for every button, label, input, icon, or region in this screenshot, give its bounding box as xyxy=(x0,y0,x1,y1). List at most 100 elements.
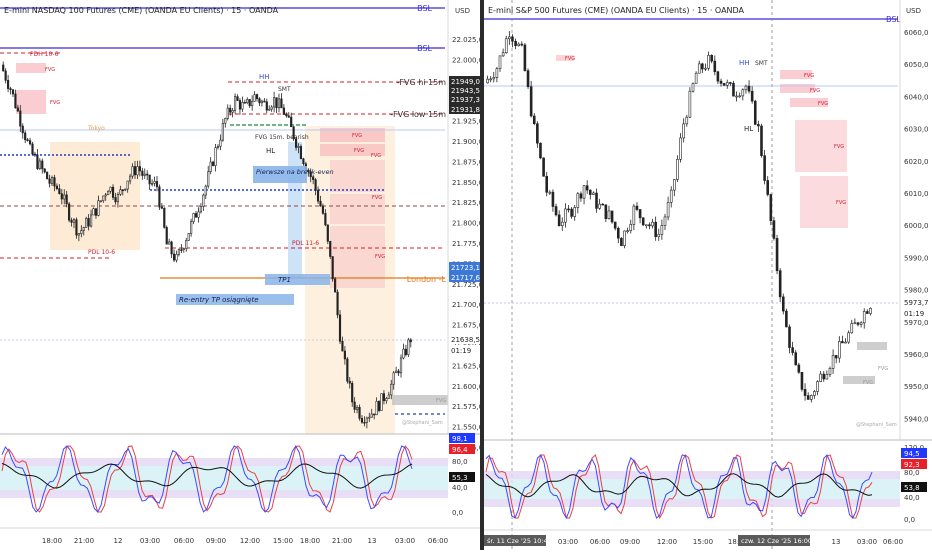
right-osc-tick: 0,0 xyxy=(904,516,915,524)
left-candle xyxy=(138,166,141,172)
right-candle xyxy=(722,83,726,86)
osc-value-text: 53,8 xyxy=(904,484,920,492)
osc-value-tag xyxy=(901,459,927,469)
right-ytick-label: 6030,0 xyxy=(904,126,929,134)
right-price-axis[interactable] xyxy=(900,0,932,440)
left-candle xyxy=(221,122,224,141)
right-ytick-label: 5990,0 xyxy=(904,254,929,262)
left-candle xyxy=(258,98,261,104)
left-candle xyxy=(87,218,90,227)
osc-value-text: 96,4 xyxy=(452,446,468,454)
right-xtick-label: 15:00 xyxy=(693,538,713,546)
left-candle xyxy=(126,180,129,190)
right-candle xyxy=(529,86,533,117)
left-candle xyxy=(151,182,154,185)
left-candle xyxy=(190,221,193,234)
right-xtick-label: 09:00 xyxy=(620,538,640,546)
right-title: E-mini S&P 500 Futures (CME) (OANDA EU C… xyxy=(488,6,745,15)
right-candle xyxy=(632,205,636,225)
left-ytick-label: 21.625,0 xyxy=(452,362,483,370)
right-candle xyxy=(701,63,704,70)
r-fvg-box-4 xyxy=(795,120,847,172)
right-ytick-label: 5970,0 xyxy=(904,319,929,327)
right-ytick-label: 6010,0 xyxy=(904,190,929,198)
left-candle xyxy=(219,139,222,147)
right-candle xyxy=(853,322,857,325)
right-candle xyxy=(810,395,813,400)
right-xtick-label: 12:00 xyxy=(657,538,677,546)
left-candle xyxy=(397,370,400,374)
left-candle xyxy=(294,138,298,148)
left-candle xyxy=(380,393,383,411)
fvg-label-8: FVG xyxy=(436,398,446,404)
right-candle xyxy=(725,82,729,86)
right-candle xyxy=(813,391,816,396)
right-candle xyxy=(486,78,489,84)
right-candle xyxy=(592,192,595,195)
left-candle xyxy=(102,195,105,202)
left-candle xyxy=(180,249,183,251)
left-candle xyxy=(153,181,156,184)
right-oscillator[interactable] xyxy=(484,454,900,520)
left-candle xyxy=(275,97,278,109)
left-ytick-label: 22.025,0 xyxy=(452,36,483,44)
right-candle xyxy=(713,60,717,73)
left-candle xyxy=(4,70,7,81)
left-candle xyxy=(356,406,359,410)
left-candle xyxy=(270,106,273,110)
right-candle xyxy=(747,85,751,92)
left-osc-tags: 98,1 96,4 55,3 xyxy=(449,433,475,482)
left-candle xyxy=(358,406,361,419)
left-candle xyxy=(43,168,46,173)
right-ytick-label: 6020,0 xyxy=(904,158,929,166)
fvg-bearish-label: FVG 15m. bearish xyxy=(255,134,309,141)
right-currency: USD xyxy=(906,7,921,15)
left-candle xyxy=(233,96,237,111)
left-xtick-label: 15:00 xyxy=(273,537,293,545)
r-fvg-label-1: FVG xyxy=(804,73,814,79)
fvg-box-5 xyxy=(330,160,385,192)
r-fvg-box-6 xyxy=(556,55,574,61)
price-tag-text: 21723,1 xyxy=(451,264,480,272)
right-candle xyxy=(688,90,692,118)
left-xtick-label: 21:00 xyxy=(74,537,94,545)
r-fvg-label-3: FVG xyxy=(818,101,828,107)
pdl-11-label: PDL 11-6 xyxy=(292,240,319,247)
panel-divider[interactable] xyxy=(480,0,484,550)
left-candle xyxy=(28,140,32,145)
right-candle xyxy=(514,40,517,46)
reentry-text: Re-entry TP osiągnięte xyxy=(179,296,259,304)
left-price-axis[interactable] xyxy=(448,0,480,434)
left-candle xyxy=(114,197,117,203)
right-candle xyxy=(691,83,695,92)
left-candle xyxy=(402,348,405,359)
right-candle xyxy=(607,210,611,220)
left-candle xyxy=(104,194,107,197)
right-cursor-tags: śr. 11 Cze '25 10:45 czw. 12 Cze '25 16:0… xyxy=(484,535,812,546)
right-candle xyxy=(638,209,642,219)
left-candle xyxy=(82,227,85,231)
left-candle xyxy=(55,185,58,189)
left-candle xyxy=(246,99,249,103)
right-candle xyxy=(775,238,779,271)
left-osc-tick: 80,0 xyxy=(452,458,468,466)
right-chart-panel[interactable]: BSL HH SMT HL FVG FVG FVG FVG FVG FVG FV… xyxy=(484,0,932,550)
left-candle xyxy=(309,171,312,178)
left-candle xyxy=(260,100,263,104)
left-ytick-label: 21.600,0 xyxy=(452,383,483,391)
left-candle xyxy=(202,194,205,207)
left-xtick-label: 21:00 xyxy=(332,537,352,545)
left-time-axis[interactable]: 18:00 21:00 12 03:00 06:00 09:00 12:00 15:00 18:… xyxy=(42,537,448,545)
price-tag-text: 21638,5 xyxy=(451,336,480,344)
left-candle xyxy=(119,189,122,195)
right-candle xyxy=(526,70,530,87)
right-candle xyxy=(489,78,492,81)
left-candle xyxy=(160,206,163,209)
left-candle xyxy=(321,205,325,214)
left-candle xyxy=(9,88,12,90)
left-chart-panel[interactable]: BSL BSL PDH 10-6 PDL 10-6 PDL 11-6 Tokyo… xyxy=(0,0,483,550)
left-candle xyxy=(287,115,290,118)
left-candle xyxy=(226,107,229,119)
left-oscillator[interactable] xyxy=(0,445,448,513)
pdl-10-label: PDL 10-6 xyxy=(88,249,115,256)
